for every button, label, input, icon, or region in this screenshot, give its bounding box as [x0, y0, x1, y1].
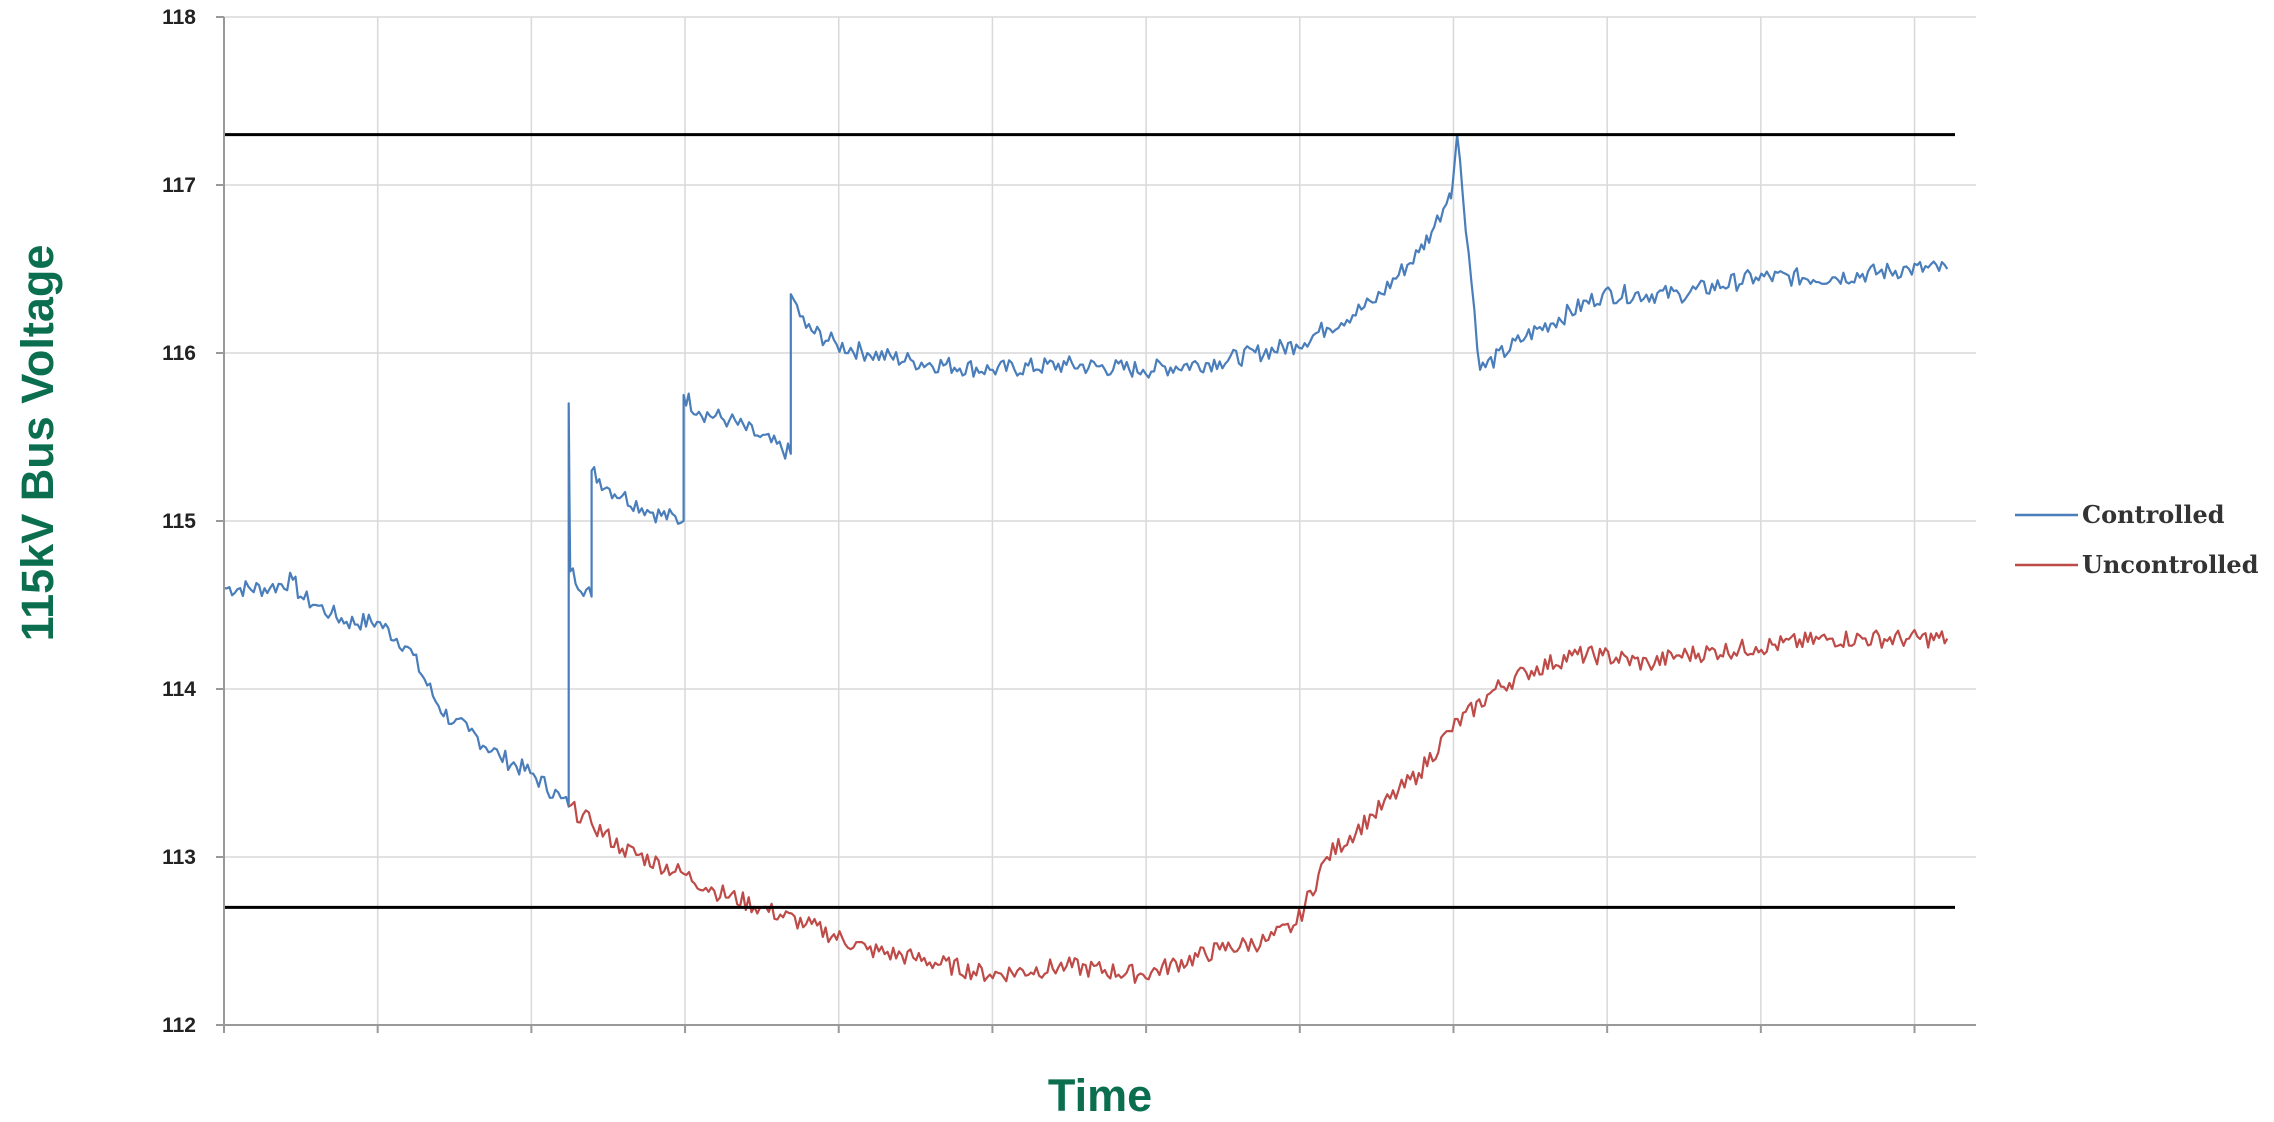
- y-tick-label-6: 118: [162, 6, 196, 29]
- y-tick-label-0: 112: [162, 1014, 196, 1037]
- y-axis-ticks: 112 113 114 115 116 117 118: [162, 6, 224, 1037]
- series-layer: [223, 133, 1949, 984]
- y-tick-label-4: 116: [162, 342, 196, 365]
- axes: [223, 17, 1976, 1033]
- y-tick-label-3: 115: [162, 510, 196, 533]
- legend: Controlled Uncontrolled: [2015, 500, 2259, 579]
- series-line-uncontrolled: [568, 628, 1949, 984]
- legend-label-uncontrolled: Uncontrolled: [2082, 550, 2259, 579]
- limit-lines: [224, 133, 1955, 909]
- y-tick-label-1: 113: [162, 846, 196, 869]
- x-axis-label: Time: [1047, 1070, 1153, 1121]
- y-tick-label-5: 117: [162, 174, 196, 197]
- y-tick-label-2: 114: [162, 678, 196, 701]
- series-line-controlled: [223, 133, 1949, 808]
- legend-label-controlled: Controlled: [2082, 500, 2225, 529]
- grid-layer: [224, 16, 1976, 1026]
- y-axis-label: 115kV Bus Voltage: [12, 244, 63, 642]
